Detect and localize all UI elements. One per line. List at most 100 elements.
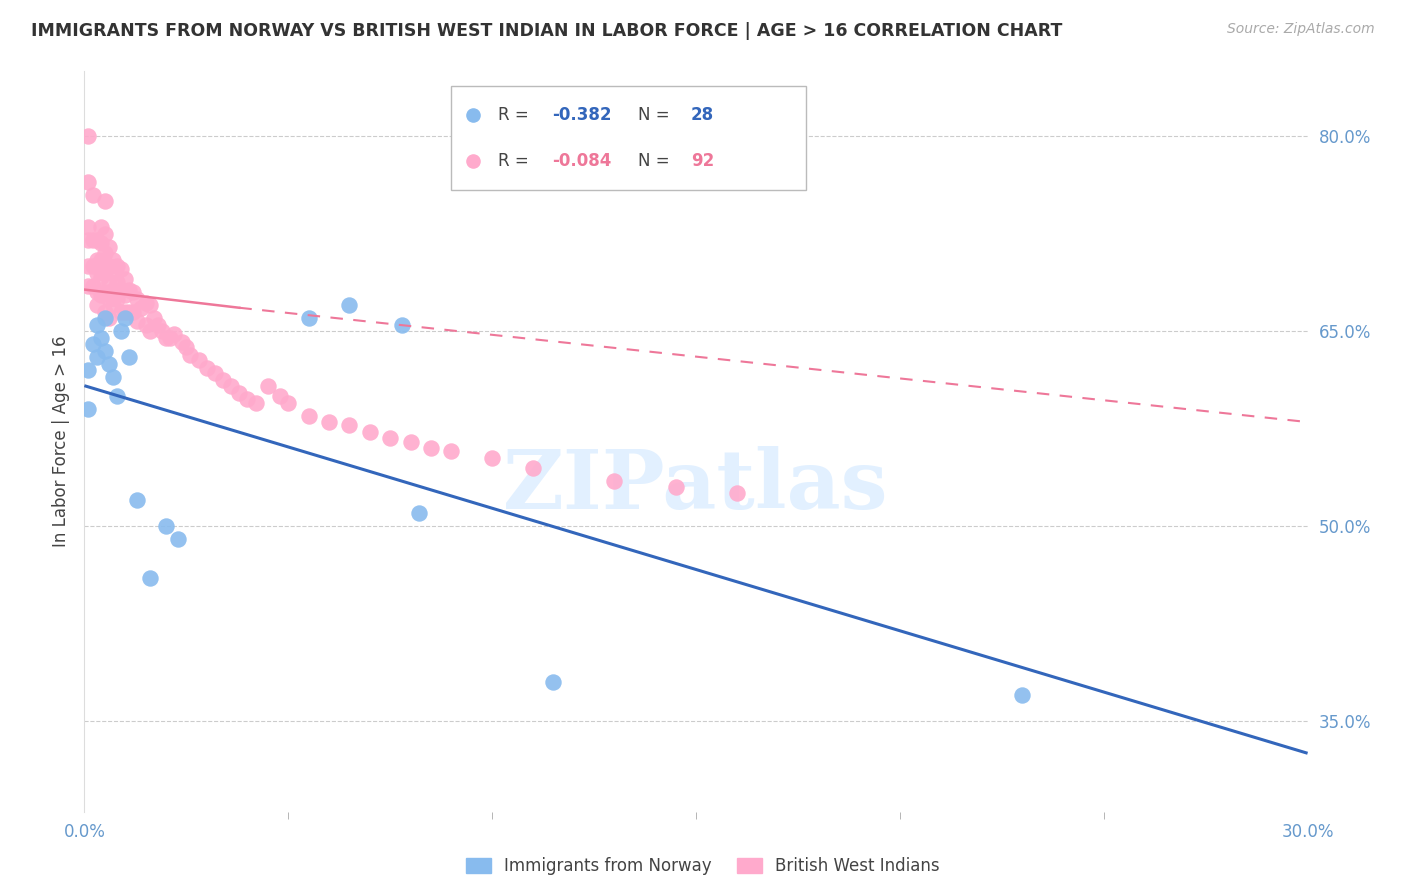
Point (228, 386, 250, 401)
Point (245, 395, 267, 409)
Point (167, 532, 190, 546)
Point (101, 369, 124, 384)
Text: N =: N = (638, 106, 675, 124)
Point (725, 486, 748, 500)
Point (86, 298, 108, 312)
Point (236, 392, 259, 406)
Point (77, 220, 100, 235)
Point (118, 304, 141, 318)
Point (105, 275, 128, 289)
Text: 28: 28 (692, 106, 714, 124)
Point (110, 304, 132, 318)
Point (420, 441, 443, 455)
Point (1011, 688, 1033, 702)
Point (408, 506, 430, 520)
Point (481, 451, 503, 466)
Point (114, 311, 136, 326)
Point (86, 233, 108, 247)
Point (163, 326, 186, 341)
Point (101, 283, 124, 297)
Point (159, 331, 181, 345)
Text: -0.084: -0.084 (551, 152, 612, 169)
Point (77, 233, 100, 247)
Point (90, 252, 112, 267)
Point (122, 285, 145, 300)
Point (77, 402, 100, 417)
Point (440, 443, 463, 458)
Point (105, 259, 128, 273)
Point (97, 357, 120, 371)
Point (97, 259, 120, 273)
Point (135, 318, 157, 332)
Point (118, 283, 141, 297)
Point (101, 252, 124, 267)
Point (399, 434, 422, 449)
Point (101, 266, 124, 280)
Point (339, 298, 361, 312)
Point (101, 298, 124, 312)
Point (110, 261, 132, 276)
Point (86, 252, 108, 267)
Point (131, 301, 153, 315)
FancyBboxPatch shape (451, 87, 806, 190)
Point (93, 246, 115, 260)
Point (77, 363, 100, 377)
Point (277, 395, 299, 409)
Text: -0.382: -0.382 (551, 106, 612, 124)
Point (86, 350, 108, 364)
Point (90, 331, 112, 345)
Point (86, 285, 108, 300)
Point (93, 343, 115, 358)
Text: 92: 92 (692, 152, 714, 169)
Point (93, 311, 115, 326)
Point (138, 298, 160, 312)
Point (155, 519, 177, 533)
Point (77, 278, 100, 293)
Point (82, 337, 104, 351)
Point (110, 324, 132, 338)
Point (93, 285, 115, 300)
Point (118, 350, 141, 364)
Point (97, 275, 120, 289)
Point (77, 175, 100, 189)
Point (93, 227, 115, 241)
Point (212, 374, 235, 388)
Point (318, 415, 340, 429)
Text: N =: N = (638, 152, 675, 169)
Point (339, 417, 361, 432)
Point (82, 187, 104, 202)
Point (97, 292, 120, 306)
Point (155, 331, 177, 345)
Point (172, 334, 194, 349)
Point (114, 304, 136, 318)
Point (219, 378, 242, 392)
Point (127, 314, 149, 328)
Point (359, 425, 381, 440)
Point (90, 269, 112, 284)
Point (114, 272, 136, 286)
Point (90, 287, 112, 301)
Point (142, 311, 165, 326)
Point (105, 389, 128, 403)
Text: ZIPatlas: ZIPatlas (503, 446, 889, 526)
Y-axis label: In Labor Force | Age > 16: In Labor Force | Age > 16 (52, 335, 70, 548)
Point (93, 304, 115, 318)
Point (86, 266, 108, 280)
Point (187, 352, 209, 367)
Point (105, 292, 128, 306)
Point (82, 259, 104, 273)
Point (543, 674, 565, 689)
Point (522, 460, 544, 475)
Point (90, 220, 112, 235)
Point (90, 235, 112, 250)
Point (257, 378, 280, 392)
Point (138, 324, 160, 338)
Point (93, 194, 115, 209)
Point (146, 318, 169, 332)
Point (77, 129, 100, 144)
Point (380, 431, 402, 445)
Point (110, 283, 132, 297)
Point (138, 571, 160, 585)
Point (195, 360, 218, 375)
Point (127, 292, 149, 306)
